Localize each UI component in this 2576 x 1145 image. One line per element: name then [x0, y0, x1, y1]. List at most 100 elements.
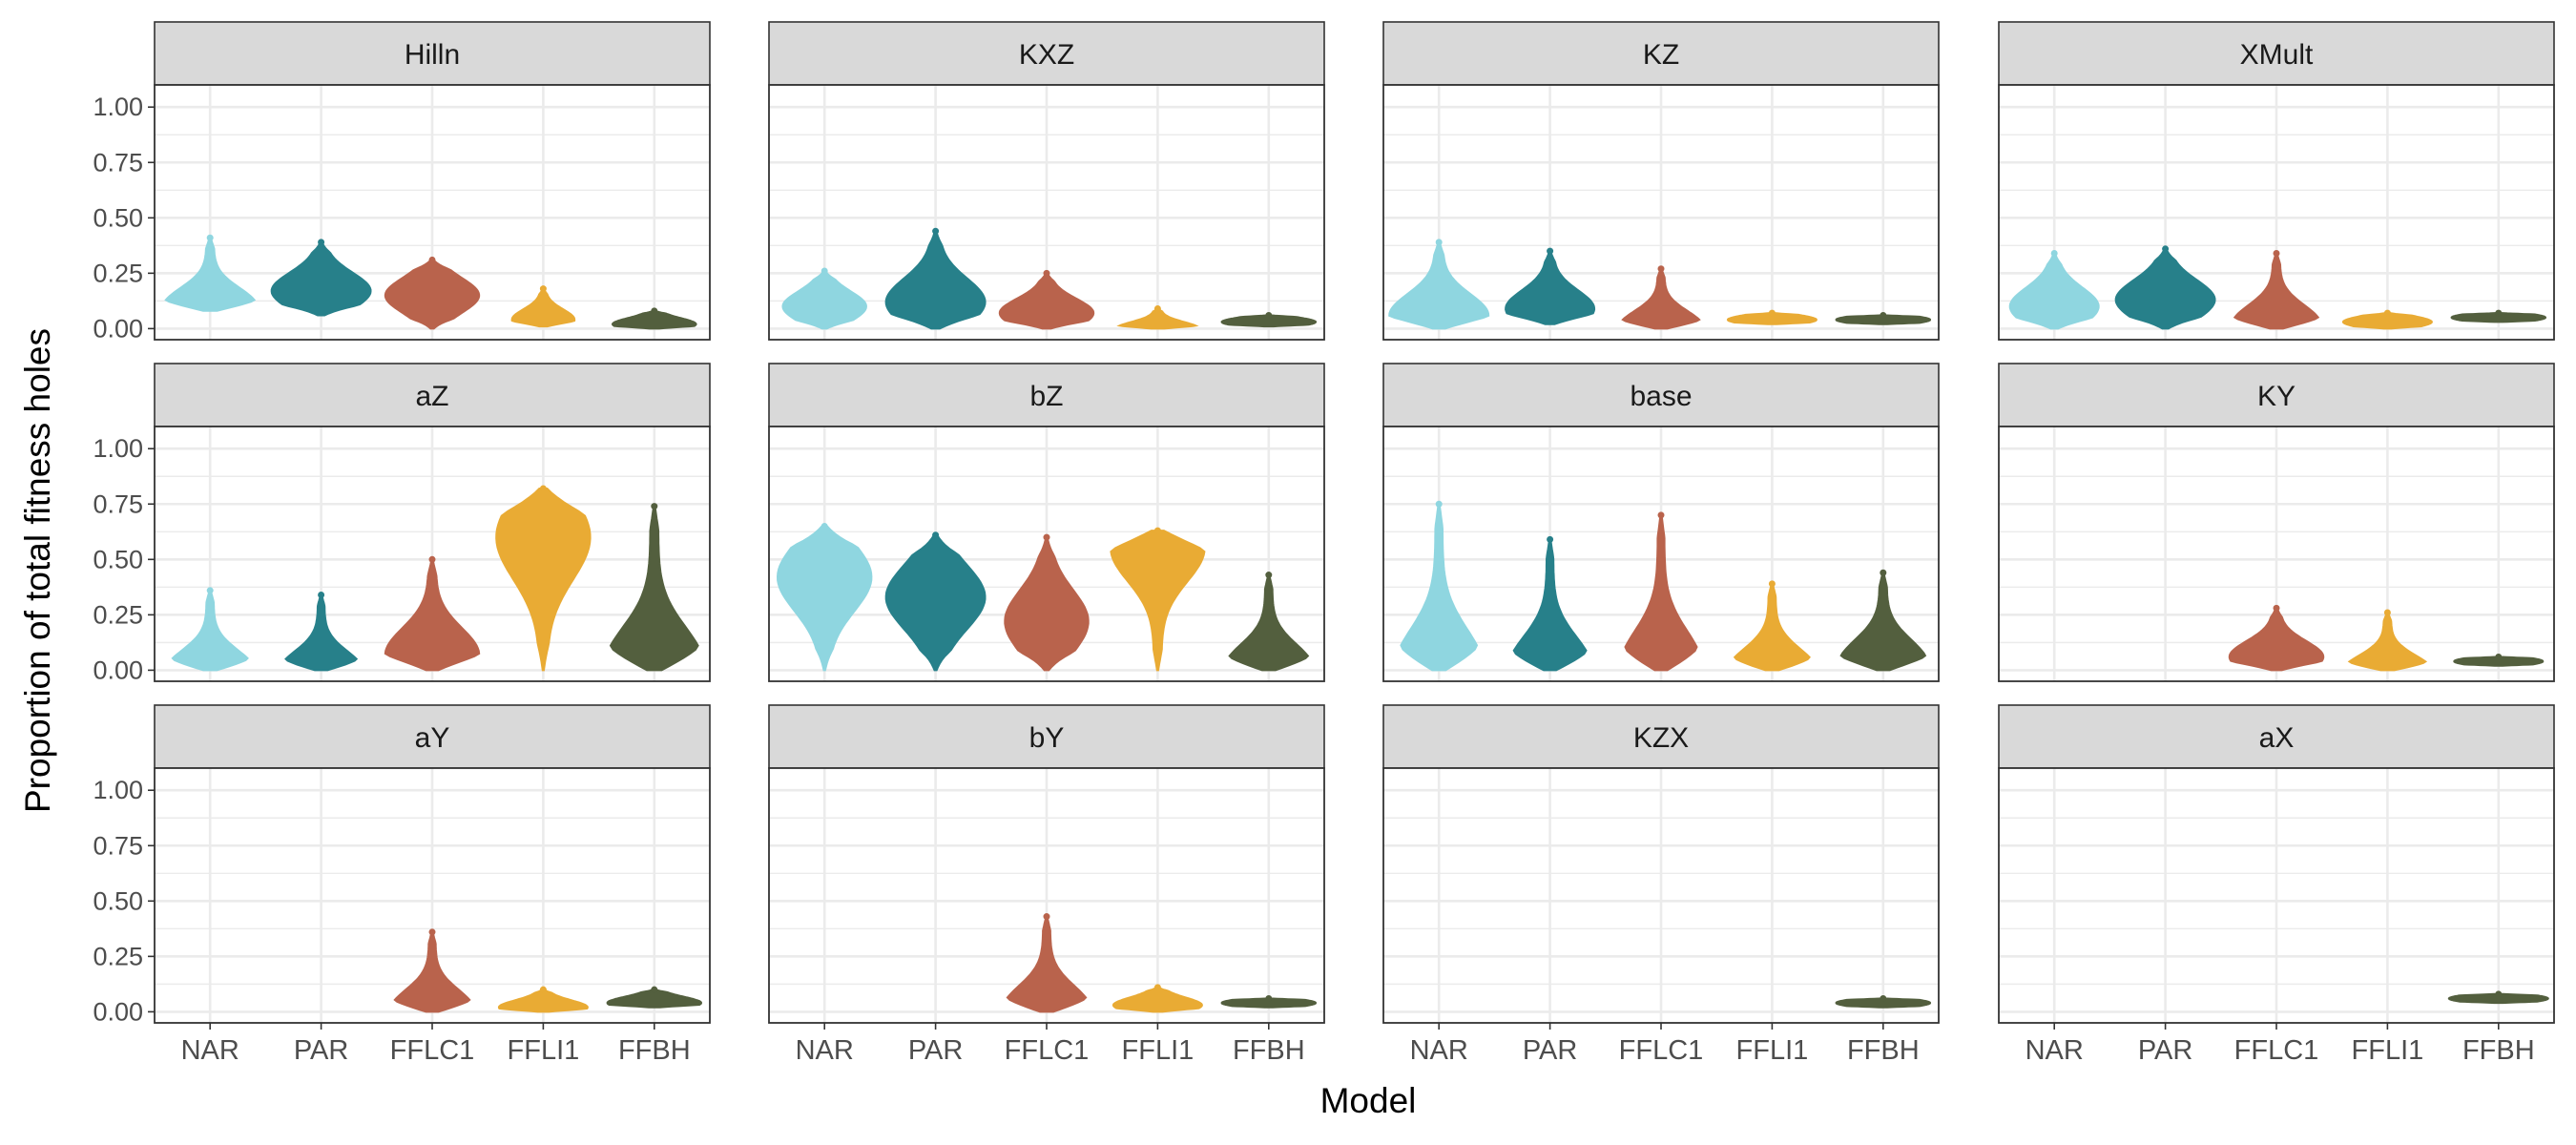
- facet-panel-kz: KZ: [1382, 21, 1940, 341]
- facet-strip-label: bY: [1029, 722, 1065, 754]
- panel-border: [1382, 84, 1940, 341]
- outlier-point: [1265, 311, 1273, 319]
- x-axis-title: Model: [1320, 1081, 1417, 1120]
- outlier-point: [1043, 269, 1050, 277]
- panel-border: [154, 84, 711, 341]
- outlier-point: [932, 531, 940, 539]
- outlier-point: [821, 267, 828, 275]
- outlier-point: [1768, 309, 1776, 317]
- x-tick-label: FFLC1: [1005, 1035, 1090, 1066]
- x-tick-label: NAR: [1410, 1035, 1468, 1066]
- facet-strip: [768, 704, 1325, 769]
- outlier-point: [318, 591, 325, 598]
- x-tick-label: NAR: [796, 1035, 854, 1066]
- facet-panel-bz: bZ: [768, 363, 1325, 682]
- y-tick-label: 0.75: [93, 148, 143, 177]
- outlier-point: [1435, 239, 1443, 246]
- y-tick-label: 0.00: [93, 314, 143, 343]
- outlier-point: [1547, 535, 1554, 543]
- facet-strip-label: KZ: [1643, 39, 1679, 71]
- x-tick-label: PAR: [908, 1035, 963, 1066]
- facet-strip-label: aZ: [415, 381, 448, 412]
- panel-border: [154, 426, 711, 682]
- violin-kzx-ffbh: [1835, 997, 1931, 1009]
- outlier-point: [1657, 265, 1665, 273]
- violin-by-ffbh: [1220, 997, 1317, 1009]
- outlier-point: [206, 587, 214, 594]
- facet-strip-label: Hilln: [405, 39, 460, 71]
- facet-strip-label: KZX: [1633, 722, 1689, 754]
- x-tick-label: NAR: [2025, 1035, 2084, 1066]
- x-tick-label: FFLI1: [508, 1035, 580, 1066]
- facet-panel-ky: KY: [1998, 363, 2555, 682]
- facet-panel-ay: aY 0.00 0.25 0.50 0.75 1.00 NAR PAR FFLC1 FFLI1 FF…: [93, 704, 711, 1066]
- outlier-point: [2495, 309, 2503, 317]
- violin-bz-ffli1: [1110, 530, 1206, 672]
- facet-strip: [768, 21, 1325, 86]
- facet-panel-base: base: [1382, 363, 1940, 682]
- y-tick-label: 0.25: [93, 942, 143, 970]
- outlier-point: [428, 928, 436, 936]
- x-tick-label: FFLC1: [2234, 1035, 2319, 1066]
- outlier-point: [206, 234, 214, 241]
- x-tick-label: FFLC1: [1619, 1035, 1704, 1066]
- facet-strip-label: bZ: [1029, 381, 1063, 412]
- y-tick-label: 0.50: [93, 886, 143, 915]
- y-tick-label: 1.00: [93, 93, 143, 121]
- y-tick-label: 1.00: [93, 776, 143, 804]
- panel-border: [768, 426, 1325, 682]
- outlier-point: [1043, 533, 1050, 541]
- outlier-point: [539, 285, 547, 293]
- outlier-point: [539, 485, 547, 492]
- panel-border: [768, 84, 1325, 341]
- outlier-point: [651, 503, 658, 510]
- outlier-point: [2383, 309, 2391, 317]
- x-tick-label: FFLI1: [1122, 1035, 1195, 1066]
- facet-strip-label: KY: [2257, 381, 2296, 412]
- x-tick-label: FFBH: [1847, 1035, 1920, 1066]
- x-tick-label: FFLC1: [390, 1035, 475, 1066]
- outlier-point: [1265, 572, 1273, 579]
- outlier-point: [1265, 994, 1273, 1002]
- facet-panel-hilln: Hilln 0.00 0.25 0.50 0.75 1.00: [93, 21, 711, 343]
- facet-strip-label: aY: [415, 722, 450, 754]
- x-tick-label: FFBH: [618, 1035, 691, 1066]
- y-tick-label: 0.00: [93, 997, 143, 1026]
- x-tick-label: FFLI1: [2352, 1035, 2424, 1066]
- y-tick-label: 0.25: [93, 259, 143, 287]
- outlier-point: [1043, 913, 1050, 921]
- x-tick-label: PAR: [1523, 1035, 1577, 1066]
- facet-strip: [768, 363, 1325, 427]
- y-tick-label: 0.25: [93, 600, 143, 629]
- x-tick-label: NAR: [181, 1035, 239, 1066]
- panel-border: [1998, 84, 2555, 341]
- x-tick-label: FFLI1: [1736, 1035, 1809, 1066]
- outlier-point: [2273, 604, 2280, 612]
- facet-panel-kzx: KZX NAR PAR FFLC1 FFLI1 FFBH: [1382, 704, 1940, 1066]
- facet-panel-az: aZ 0.00 0.25 0.50 0.75 1.00: [93, 363, 711, 684]
- facet-panel-by: bY NAR PAR FFLC1 FFLI1 FFBH: [768, 704, 1325, 1066]
- outlier-point: [1153, 984, 1161, 991]
- x-tick-label: PAR: [2138, 1035, 2192, 1066]
- facet-panels: Hilln 0.00 0.25 0.50 0.75 1.00 KXZ KZ XMult aZ 0.0…: [93, 21, 2555, 1066]
- facet-strip-label: aX: [2259, 722, 2295, 754]
- outlier-point: [2162, 245, 2170, 253]
- y-tick-label: 0.00: [93, 656, 143, 684]
- x-tick-label: PAR: [294, 1035, 348, 1066]
- y-tick-label: 0.75: [93, 489, 143, 518]
- facet-strip: [154, 704, 711, 769]
- outlier-point: [1880, 569, 1887, 576]
- outlier-point: [1153, 304, 1161, 312]
- facet-strip: [1382, 21, 1940, 86]
- y-tick-label: 0.50: [93, 203, 143, 232]
- y-axis-title: Proportion of total fitness holes: [18, 328, 57, 813]
- outlier-point: [821, 522, 828, 530]
- outlier-point: [651, 986, 658, 993]
- y-tick-label: 0.50: [93, 545, 143, 573]
- y-tick-label: 1.00: [93, 434, 143, 463]
- outlier-point: [932, 227, 940, 235]
- outlier-point: [2273, 249, 2280, 257]
- facet-strip: [1998, 704, 2555, 769]
- facet-strip: [1998, 21, 2555, 86]
